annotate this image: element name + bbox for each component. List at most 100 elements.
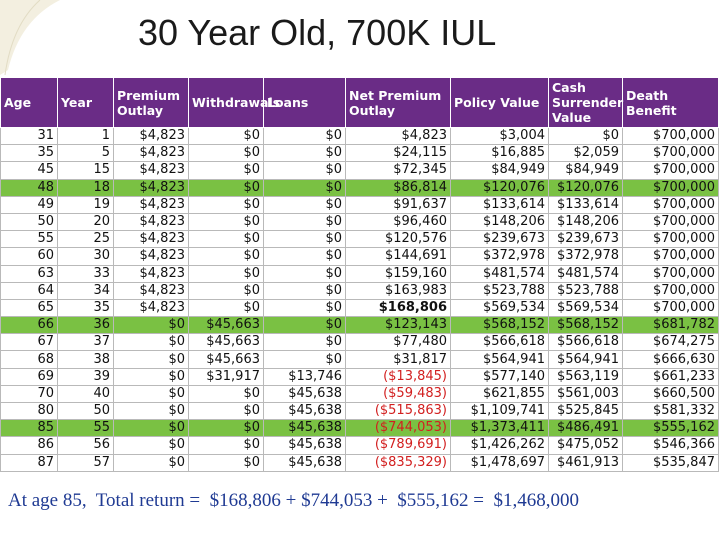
table-cell: $0 xyxy=(113,350,189,369)
table-cell: $546,366 xyxy=(622,436,719,455)
table-cell: $24,115 xyxy=(345,144,451,163)
table-cell: $461,913 xyxy=(548,453,623,472)
table-cell: $45,638 xyxy=(263,419,346,438)
table-cell: 33 xyxy=(57,264,114,283)
table-cell: 67 xyxy=(0,333,58,352)
table-cell: $4,823 xyxy=(113,281,189,300)
column-header: Withdrawals xyxy=(188,77,280,128)
table-cell: 49 xyxy=(0,195,58,214)
table-row: 49 19 $4,823 $0 $0 $91,637 $133,614 $133,614 $70… xyxy=(0,195,719,214)
table-cell: $0 xyxy=(188,195,264,214)
column-header: Policy Value xyxy=(450,77,549,128)
column-header: Premium Outlay xyxy=(113,77,189,128)
table-body: 31 1 $4,823 $0 $0 $4,823 $3,004 $0 $700,000 35 5 $4… xyxy=(0,126,719,472)
table-cell: $700,000 xyxy=(622,212,719,232)
table-cell: $566,618 xyxy=(548,333,623,352)
table-cell: 35 xyxy=(57,298,114,318)
table-cell: $661,233 xyxy=(622,367,719,386)
table-row: 50 20 $4,823 $0 $0 $96,460 $148,206 $148,206 $70… xyxy=(0,212,719,232)
table-cell: 38 xyxy=(57,350,114,369)
table-cell: $481,574 xyxy=(548,264,623,283)
table-cell: $666,630 xyxy=(622,350,719,369)
table-cell: $700,000 xyxy=(622,126,719,146)
table-cell: $0 xyxy=(263,161,346,180)
table-cell: $0 xyxy=(188,401,264,421)
table-cell: $31,917 xyxy=(188,367,264,386)
table-cell: $0 xyxy=(263,212,346,232)
table-cell: 56 xyxy=(57,436,114,455)
table-cell: $569,534 xyxy=(450,298,549,318)
table-cell: $0 xyxy=(113,384,189,404)
table-row: 55 25 $4,823 $0 $0 $120,576 $239,673 $239,673 $7… xyxy=(0,230,719,249)
table-cell: 64 xyxy=(0,281,58,300)
table-cell: 50 xyxy=(0,212,58,232)
table-cell: $0 xyxy=(263,247,346,266)
table-cell: $123,143 xyxy=(345,316,451,335)
table-cell: ($789,691) xyxy=(345,436,451,455)
table-row: 68 38 $0 $45,663 $0 $31,817 $564,941 $564,941 $6… xyxy=(0,350,719,369)
table-cell: 5 xyxy=(57,144,114,163)
table-cell: ($13,845) xyxy=(345,367,451,386)
table-cell: $0 xyxy=(263,195,346,214)
table-cell: $4,823 xyxy=(113,298,189,318)
table-cell: $1,478,697 xyxy=(450,453,549,472)
table-row: 86 56 $0 $0 $45,638 ($789,691) $1,426,262 $475,… xyxy=(0,436,719,455)
table-cell: $0 xyxy=(113,367,189,386)
table-cell: $568,152 xyxy=(548,316,623,335)
table-cell: $84,949 xyxy=(548,161,623,180)
table-cell: $700,000 xyxy=(622,281,719,300)
table-cell: $1,373,411 xyxy=(450,419,549,438)
table-cell: $77,480 xyxy=(345,333,451,352)
table-cell: $45,638 xyxy=(263,384,346,404)
table-cell: $0 xyxy=(263,126,346,146)
table-cell: $0 xyxy=(188,384,264,404)
table-cell: $535,847 xyxy=(622,453,719,472)
table-cell: $0 xyxy=(188,419,264,438)
table-cell: 39 xyxy=(57,367,114,386)
table-cell: $96,460 xyxy=(345,212,451,232)
table-cell: $120,076 xyxy=(548,178,623,197)
table-cell: 36 xyxy=(57,316,114,335)
table-cell: 66 xyxy=(0,316,58,335)
table-cell: $700,000 xyxy=(622,264,719,283)
table-cell: $0 xyxy=(113,401,189,421)
table-cell: $4,823 xyxy=(345,126,451,146)
table-cell: 87 xyxy=(0,453,58,472)
table-cell: $4,823 xyxy=(113,144,189,163)
table-cell: 20 xyxy=(57,212,114,232)
table-row: 63 33 $4,823 $0 $0 $159,160 $481,574 $481,574 $7… xyxy=(0,264,719,283)
table-cell: 34 xyxy=(57,281,114,300)
table-cell: 69 xyxy=(0,367,58,386)
table-cell: $4,823 xyxy=(113,247,189,266)
table-cell: $481,574 xyxy=(450,264,549,283)
table-cell: ($835,329) xyxy=(345,453,451,472)
table-row: 48 18 $4,823 $0 $0 $86,814 $120,076 $120,076 $70… xyxy=(0,178,719,197)
table-cell: $133,614 xyxy=(548,195,623,214)
table-cell: $0 xyxy=(263,350,346,369)
table-cell: $0 xyxy=(263,281,346,300)
table-cell: $577,140 xyxy=(450,367,549,386)
table-cell: $0 xyxy=(188,212,264,232)
table-cell: $700,000 xyxy=(622,247,719,266)
table-cell: $4,823 xyxy=(113,264,189,283)
table-cell: $148,206 xyxy=(450,212,549,232)
table-cell: ($744,053) xyxy=(345,419,451,438)
table-cell: $0 xyxy=(188,230,264,249)
corner-decoration xyxy=(0,0,60,75)
table-cell: $0 xyxy=(113,453,189,472)
table-cell: $0 xyxy=(188,161,264,180)
column-header: Cash Surrender Value xyxy=(548,77,623,128)
table-cell: $561,003 xyxy=(548,384,623,404)
table-cell: $0 xyxy=(113,333,189,352)
table-cell: $168,806 xyxy=(345,298,451,318)
table-cell: 18 xyxy=(57,178,114,197)
column-header: Death Benefit xyxy=(622,77,719,128)
table-cell: 15 xyxy=(57,161,114,180)
table-cell: $568,152 xyxy=(450,316,549,335)
table-cell: 55 xyxy=(57,419,114,438)
table-cell: $133,614 xyxy=(450,195,549,214)
column-header: Year xyxy=(57,77,114,128)
table-cell: $45,638 xyxy=(263,436,346,455)
table-cell: $0 xyxy=(188,126,264,146)
table-cell: ($59,483) xyxy=(345,384,451,404)
